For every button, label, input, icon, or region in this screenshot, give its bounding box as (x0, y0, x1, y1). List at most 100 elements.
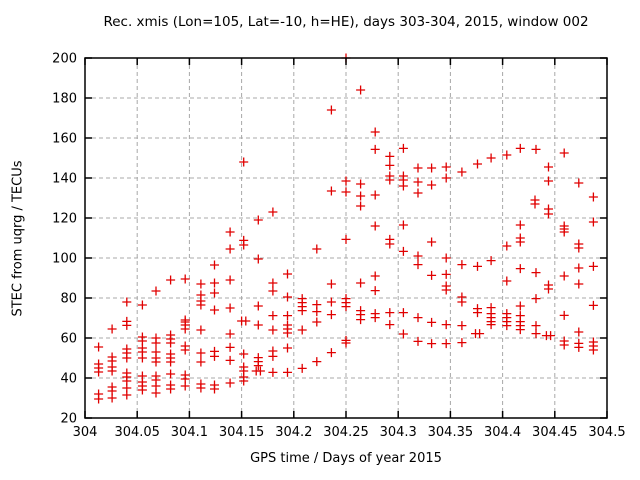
data-point (107, 393, 117, 403)
data-point (515, 301, 525, 311)
data-point (268, 286, 278, 296)
x-tick-label: 304.2 (275, 425, 312, 440)
data-point (427, 270, 437, 280)
data-point (413, 177, 423, 187)
x-tick-label: 304.15 (219, 425, 265, 440)
data-point (180, 345, 190, 355)
data-point (326, 186, 336, 196)
data-point (341, 302, 351, 312)
y-tick-label: 100 (52, 252, 77, 267)
data-point (356, 315, 366, 325)
data-point (398, 308, 408, 318)
data-point (515, 220, 525, 230)
data-point (312, 317, 322, 327)
data-point (196, 300, 206, 310)
data-point (151, 388, 161, 398)
data-point (544, 209, 553, 219)
data-point (559, 227, 569, 237)
data-point (268, 351, 278, 361)
data-point (225, 244, 235, 254)
data-point (268, 367, 278, 377)
data-point (283, 328, 292, 338)
data-point (312, 307, 322, 317)
data-point (574, 279, 584, 289)
data-point (255, 366, 265, 376)
data-point (94, 367, 104, 377)
data-point (370, 221, 380, 231)
data-point (385, 160, 395, 170)
data-point (166, 369, 176, 379)
data-point (196, 383, 206, 393)
data-point (341, 234, 351, 244)
data-point (413, 188, 423, 198)
data-point (486, 320, 496, 330)
x-tick-label: 304.25 (323, 425, 369, 440)
data-point (486, 256, 496, 266)
data-point (457, 297, 467, 307)
data-point (166, 275, 176, 285)
data-point (225, 275, 235, 285)
data-point (241, 316, 251, 326)
data-point (531, 329, 541, 339)
data-point (283, 311, 292, 321)
data-point (398, 220, 408, 230)
data-point (225, 378, 235, 388)
data-point (268, 278, 278, 288)
y-tick-label: 140 (52, 172, 77, 187)
x-tick-label: 304.5 (588, 425, 625, 440)
data-point (473, 308, 482, 318)
data-point (473, 159, 482, 169)
data-point (94, 342, 104, 352)
data-point (457, 321, 467, 331)
data-point (385, 175, 395, 185)
data-point (239, 349, 249, 359)
data-point (326, 297, 336, 307)
data-point (413, 251, 423, 261)
data-point (312, 244, 322, 254)
data-point (370, 127, 380, 137)
data-point (457, 260, 467, 270)
data-point (253, 215, 263, 225)
data-point (180, 274, 190, 284)
data-point (588, 192, 598, 202)
data-point (515, 143, 525, 153)
data-point (475, 329, 485, 339)
y-tick-label: 80 (60, 292, 77, 307)
data-point (341, 338, 351, 348)
data-point (531, 294, 541, 304)
data-point (239, 157, 249, 167)
data-point (427, 317, 437, 327)
data-point (151, 286, 161, 296)
data-point (239, 376, 249, 386)
data-point (502, 276, 512, 286)
data-point (210, 288, 219, 298)
data-point (531, 321, 541, 331)
data-point (356, 179, 366, 189)
data-point (283, 367, 292, 377)
data-point (457, 167, 467, 177)
data-point (559, 340, 569, 350)
data-point (441, 320, 451, 330)
data-point (441, 253, 451, 263)
data-point (574, 342, 584, 352)
data-point (166, 338, 176, 348)
data-point (398, 246, 408, 256)
y-tick-label: 120 (52, 212, 77, 227)
data-point (326, 348, 336, 358)
x-tick-label: 304.4 (484, 425, 521, 440)
data-point (544, 284, 553, 294)
data-point (122, 297, 132, 307)
x-tick-label: 304.3 (380, 425, 417, 440)
data-point (559, 271, 569, 281)
data-point (427, 339, 437, 349)
data-point (502, 241, 512, 251)
data-point (515, 237, 525, 247)
data-point (107, 366, 117, 376)
data-point (588, 261, 598, 271)
data-point (180, 324, 190, 334)
data-point (225, 342, 235, 352)
data-point (268, 311, 278, 321)
data-point (502, 150, 512, 160)
data-point (225, 329, 235, 339)
data-point (385, 308, 395, 318)
